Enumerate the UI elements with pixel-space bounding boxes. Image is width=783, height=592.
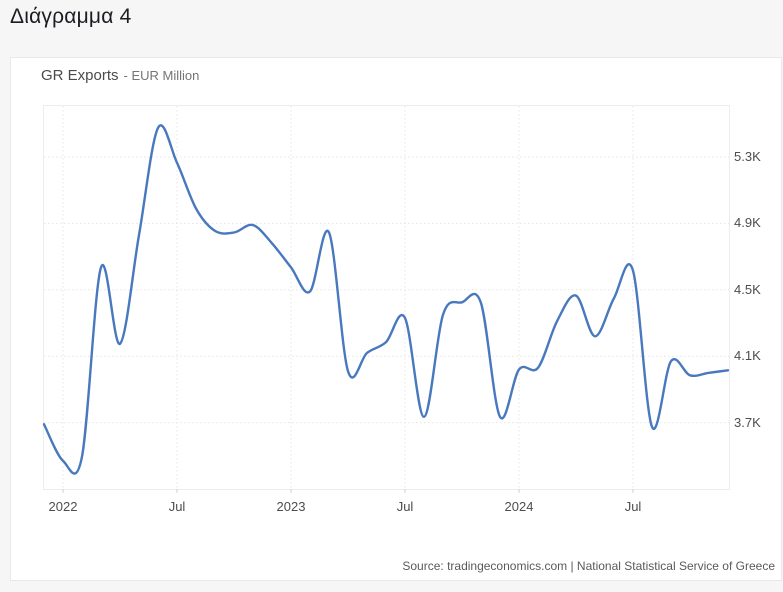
source-attribution: Source: tradingeconomics.com | National …	[402, 559, 775, 573]
y-axis-tick-label: 4.9K	[734, 215, 761, 231]
line-chart-canvas	[42, 106, 730, 493]
x-axis-tick-label: 2023	[276, 499, 306, 514]
exports-series-line	[42, 124, 730, 475]
y-axis-tick-label: 5.3K	[734, 149, 761, 164]
x-axis-tick-label: 2022	[48, 499, 78, 514]
y-axis-tick-label: 4.1K	[734, 348, 761, 364]
y-axis-tick-label: 3.7K	[734, 414, 761, 430]
chart-card: GR Exports - EUR Million 5.3K 4.9K 4.5K 4.1K…	[10, 57, 782, 581]
y-axis-tick-label: 4.5K	[734, 281, 761, 297]
x-axis-tick-label: 2024	[504, 499, 534, 514]
chart-title: GR Exports	[41, 67, 119, 84]
plot-area	[42, 105, 730, 493]
x-axis-tick-label: Jul	[168, 499, 186, 514]
x-axis-tick-label: Jul	[396, 499, 414, 514]
page-title: Διάγραμμα 4	[10, 5, 132, 28]
chart-header: GR Exports - EUR Million	[41, 67, 199, 85]
chart-subtitle: - EUR Million	[123, 68, 200, 83]
x-axis-tick-label: Jul	[624, 499, 642, 514]
